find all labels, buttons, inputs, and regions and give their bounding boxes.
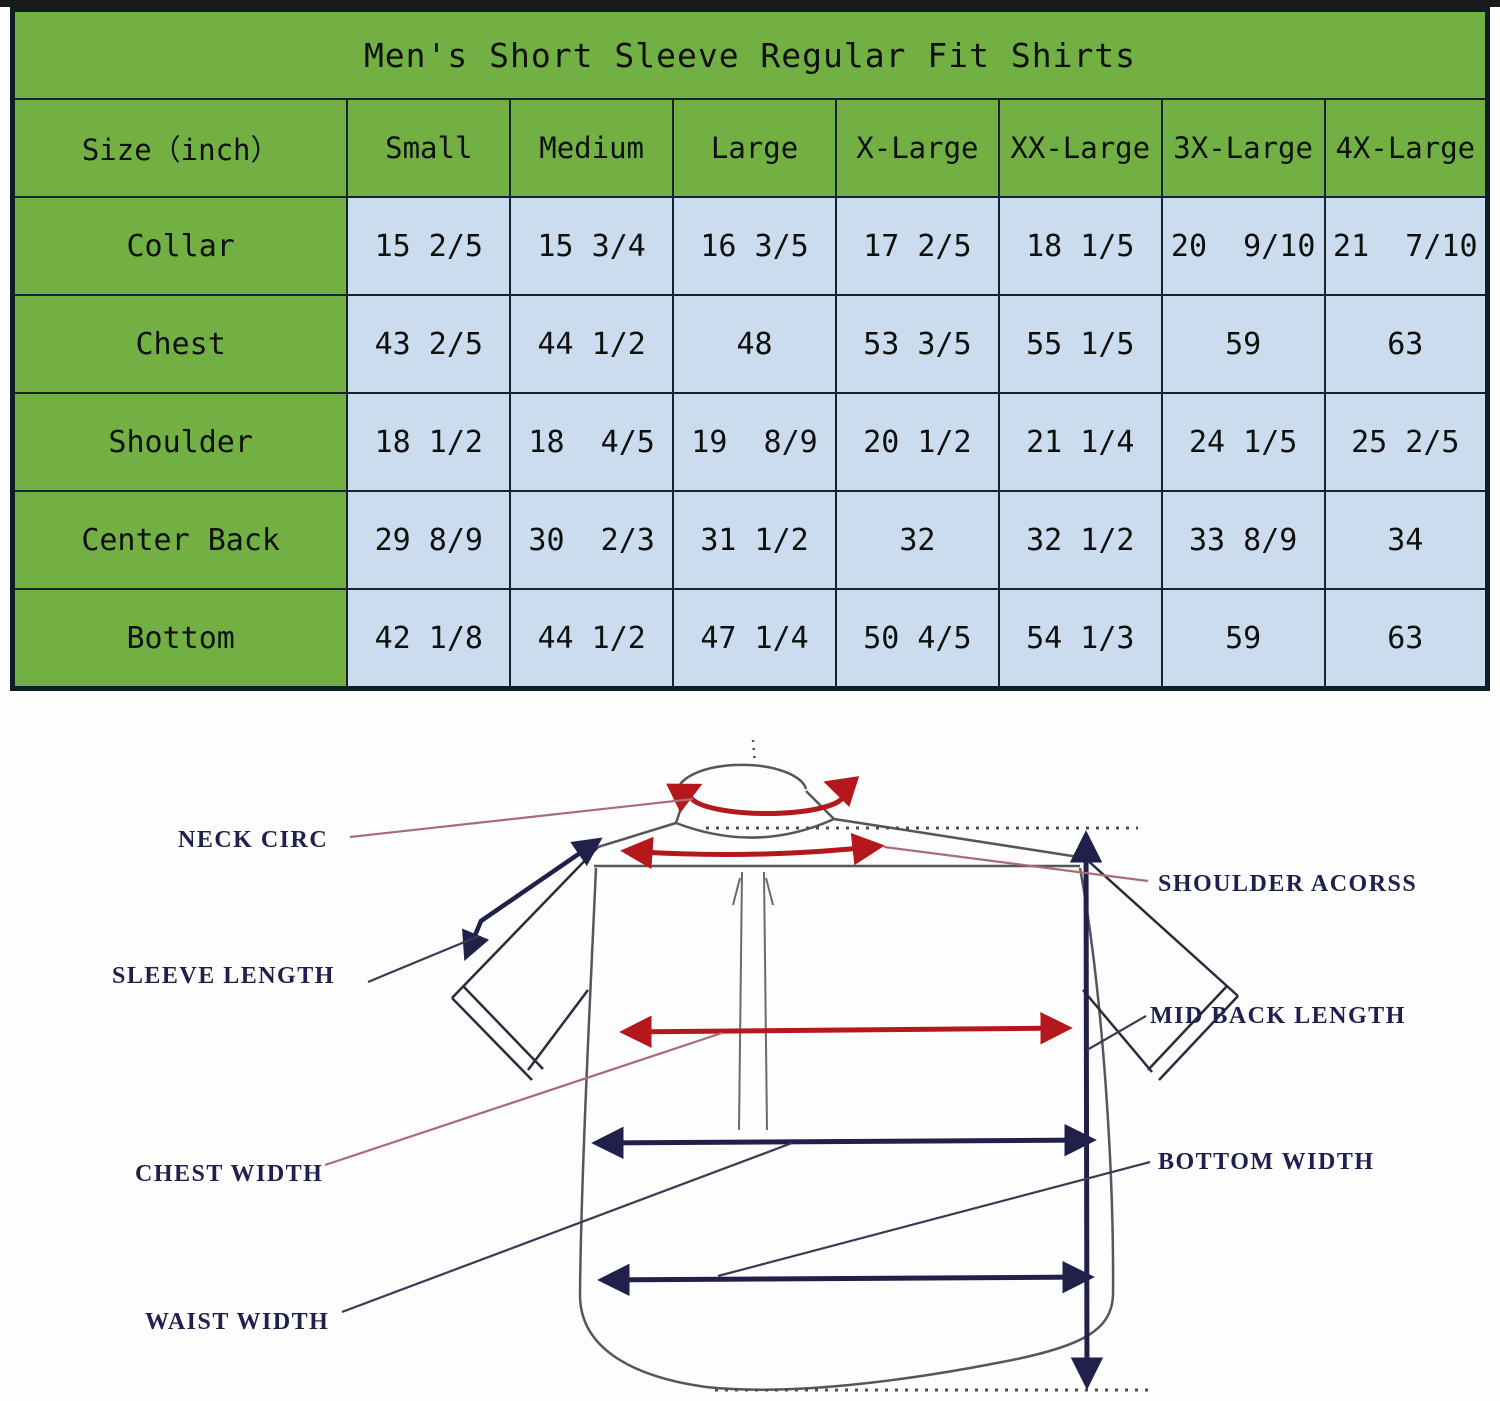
label-mid-back-length: MID BACK LENGTH: [1150, 1003, 1406, 1029]
row-label-center-back: Center Back: [11, 490, 349, 590]
table-cell: 24 1/5: [1160, 392, 1326, 492]
chart-title: Men's Short Sleeve Regular Fit Shirts: [11, 8, 1489, 100]
table-cell: 43 2/5: [346, 294, 512, 394]
column-header-medium: Medium: [509, 98, 675, 198]
table-cell: 44 1/2: [509, 588, 675, 690]
column-header-small: Small: [346, 98, 512, 198]
table-cell: 29 8/9: [346, 490, 512, 590]
label-sleeve-length: SLEEVE LENGTH: [112, 963, 335, 989]
table-cell: 30 2/3: [509, 490, 675, 590]
table-row-shoulder: Shoulder 18 1/2 18 4/5 19 8/9 20 1/2 21 …: [11, 392, 1489, 492]
bottom-width-arrow: [597, 1260, 1095, 1297]
column-header-size: Size（inch）: [11, 98, 349, 198]
waist-width-arrow: [591, 1123, 1097, 1160]
table-cell: 32 1/2: [997, 490, 1163, 590]
table-cell: 63: [1323, 294, 1489, 394]
column-header-xlarge: X-Large: [834, 98, 1000, 198]
table-row-chest: Chest 43 2/5 44 1/2 48 53 3/5 55 1/5 59 …: [11, 294, 1489, 394]
table-cell: 47 1/4: [672, 588, 837, 690]
table-cell: 18 4/5: [509, 392, 675, 492]
table-cell: 17 2/5: [834, 196, 1000, 296]
table-cell: 20 9/10: [1160, 196, 1326, 296]
table-cell: 15 3/4: [509, 196, 675, 296]
column-header-xxlarge: XX-Large: [997, 98, 1163, 198]
measurement-diagram: NECK CIRC SLEEVE LENGTH CHEST WIDTH WAIS…: [112, 739, 1417, 1392]
table-cell: 18 1/5: [997, 196, 1163, 296]
table-cell: 18 1/2: [346, 392, 512, 492]
label-bottom-width: BOTTOM WIDTH: [1158, 1149, 1375, 1175]
table-cell: 53 3/5: [834, 294, 1000, 394]
label-chest-width: CHEST WIDTH: [135, 1161, 323, 1187]
row-label-chest: Chest: [11, 294, 349, 394]
table-row-center-back: Center Back 29 8/9 30 2/3 31 1/2 32 32 1…: [11, 490, 1489, 590]
shoulder-across-arrow: [620, 832, 885, 870]
label-waist-width: WAIST WIDTH: [145, 1309, 329, 1335]
table-title-row: Men's Short Sleeve Regular Fit Shirts: [11, 8, 1489, 100]
label-shoulder-across: SHOULDER ACORSS: [1158, 871, 1417, 897]
neck-circ-arrow: [666, 776, 860, 817]
table-header-row: Size（inch） Small Medium Large X-Large XX…: [11, 98, 1489, 198]
table-row-bottom: Bottom 42 1/8 44 1/2 47 1/4 50 4/5 54 1/…: [11, 588, 1489, 690]
table-cell: 25 2/5: [1323, 392, 1489, 492]
table-cell: 34: [1323, 490, 1489, 590]
table-cell: 44 1/2: [509, 294, 675, 394]
table-cell: 63: [1323, 588, 1489, 690]
column-header-3xlarge: 3X-Large: [1160, 98, 1326, 198]
table-cell: 21 1/4: [997, 392, 1163, 492]
table-cell: 32: [834, 490, 1000, 590]
table-cell: 59: [1160, 294, 1326, 394]
size-chart-table: Men's Short Sleeve Regular Fit Shirts Si…: [10, 7, 1490, 691]
table-cell: 31 1/2: [672, 490, 837, 590]
sleeve-length-arrow: [462, 837, 603, 962]
leader-lines: [324, 797, 1151, 1314]
table-cell: 48: [672, 294, 837, 394]
table-cell: 21 7/10: [1323, 196, 1489, 296]
table-cell: 16 3/5: [672, 196, 837, 296]
table-cell: 59: [1160, 588, 1326, 690]
chest-width-arrow: [619, 1011, 1073, 1049]
table-cell: 42 1/8: [346, 588, 512, 690]
row-label-shoulder: Shoulder: [11, 392, 349, 492]
column-header-large: Large: [672, 98, 837, 198]
table-cell: 20 1/2: [834, 392, 1000, 492]
top-border-bar: [0, 0, 1500, 7]
table-cell: 50 4/5: [834, 588, 1000, 690]
table-cell: 54 1/3: [997, 588, 1163, 690]
row-label-bottom: Bottom: [11, 588, 349, 690]
table-cell: 15 2/5: [346, 196, 512, 296]
table-row-collar: Collar 15 2/5 15 3/4 16 3/5 17 2/5 18 1/…: [11, 196, 1489, 296]
table-cell: 33 8/9: [1160, 490, 1326, 590]
table-cell: 19 8/9: [672, 392, 837, 492]
label-neck-circ: NECK CIRC: [178, 827, 328, 853]
column-header-4xlarge: 4X-Large: [1323, 98, 1489, 198]
mid-back-length-arrow: [1069, 830, 1104, 1390]
shirt-outline: [451, 739, 1239, 1391]
row-label-collar: Collar: [11, 196, 349, 296]
table-cell: 55 1/5: [997, 294, 1163, 394]
